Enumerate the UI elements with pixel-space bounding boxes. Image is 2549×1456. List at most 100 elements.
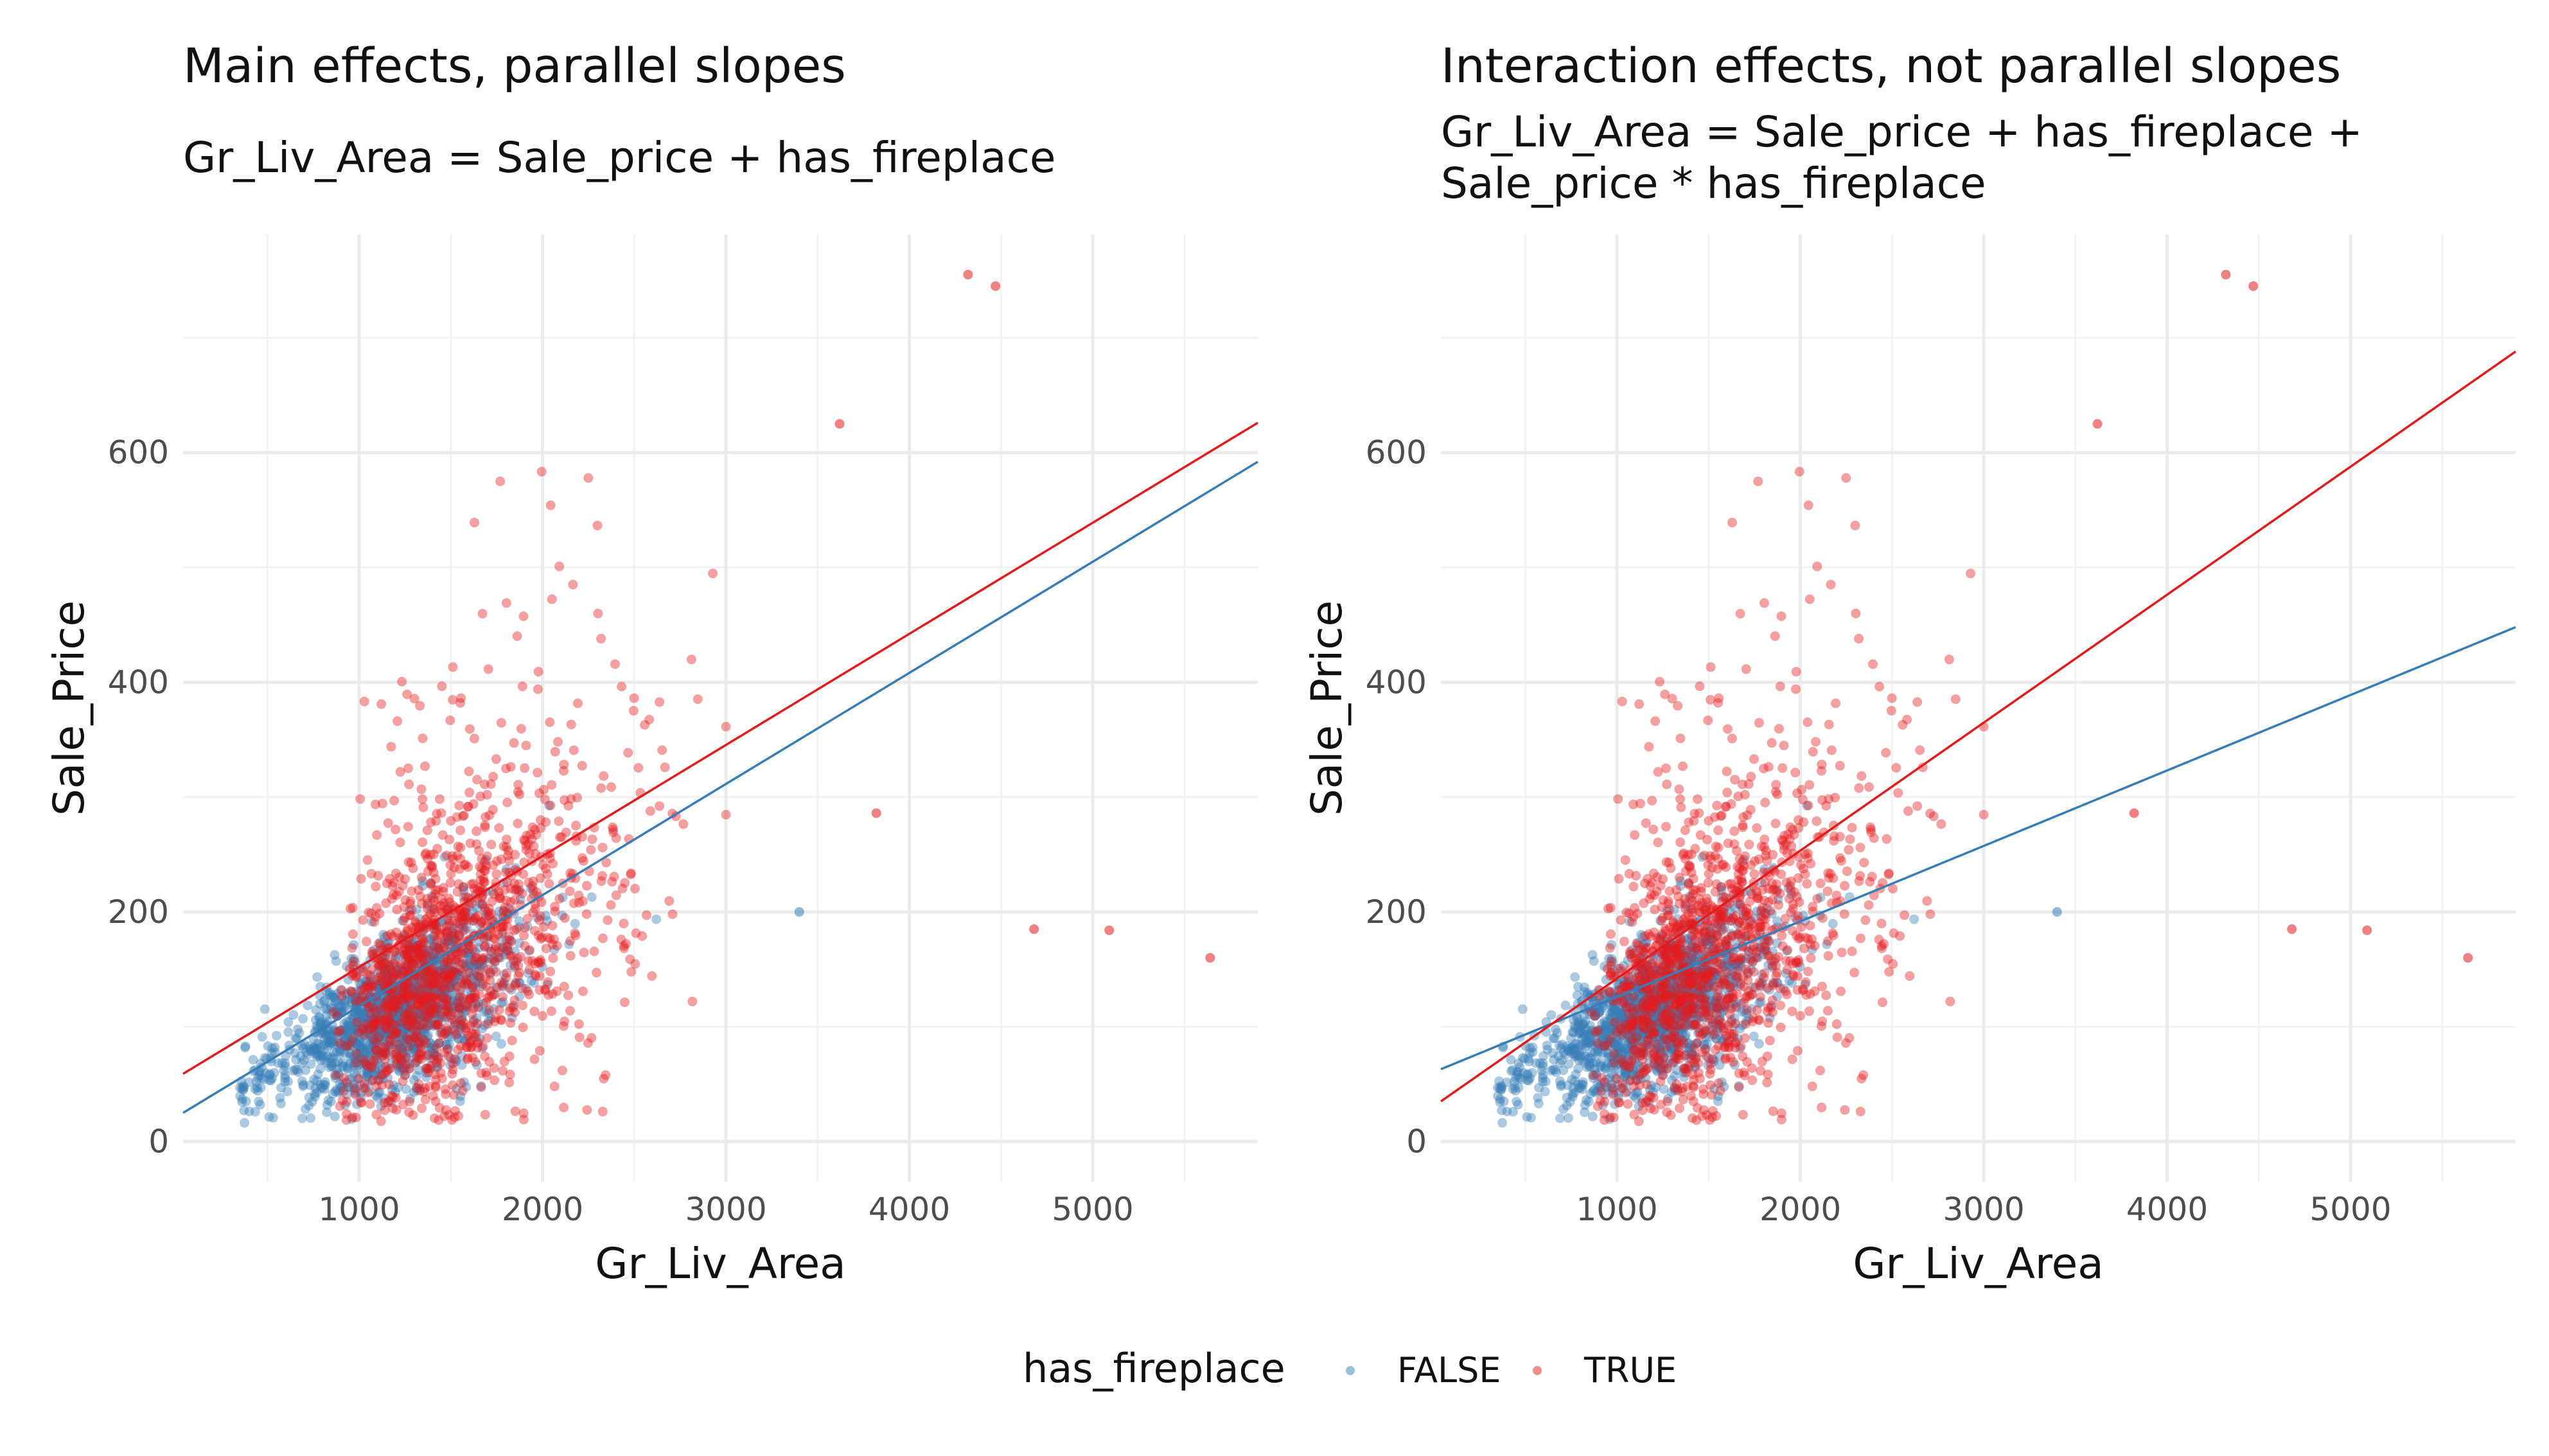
data-point-true <box>549 1082 560 1091</box>
data-point-true <box>1706 1064 1716 1074</box>
data-point-true <box>483 664 493 674</box>
data-point-true <box>366 908 376 918</box>
data-point-false <box>1497 1105 1507 1116</box>
data-point-false <box>493 952 503 962</box>
data-point-false <box>393 1003 403 1013</box>
data-point-true <box>1844 845 1854 855</box>
data-point-true <box>692 694 703 705</box>
data-point-false <box>408 942 418 952</box>
data-point-false <box>344 1021 354 1031</box>
data-point-true <box>423 1064 434 1074</box>
y-axis-title: Sale_Price <box>1302 601 1352 816</box>
data-point-true <box>1826 579 1836 590</box>
data-point-true <box>589 946 599 956</box>
data-point-false <box>1577 1046 1587 1056</box>
data-point-true <box>480 1051 490 1062</box>
data-point-false <box>354 1035 364 1046</box>
data-point-true <box>489 889 499 899</box>
data-point-true <box>384 1080 394 1090</box>
data-point-false <box>315 999 325 1009</box>
data-point-true <box>655 697 665 707</box>
data-point-false <box>298 1081 308 1091</box>
data-point-false <box>264 1112 274 1122</box>
data-point-true <box>391 927 401 938</box>
data-point-true <box>476 1068 486 1078</box>
data-point-true <box>1675 1103 1684 1114</box>
data-point-false <box>394 995 405 1005</box>
data-point-true <box>550 747 560 757</box>
data-point-true <box>371 881 381 891</box>
data-point-false <box>453 1033 463 1044</box>
x-axis-title: Gr_Liv_Area <box>595 1239 845 1288</box>
data-point-true <box>596 633 606 644</box>
data-point-false <box>283 1076 293 1087</box>
data-point-false <box>419 990 429 1001</box>
data-point-false <box>381 997 391 1008</box>
data-point-false <box>331 1006 340 1016</box>
data-point-false <box>357 1008 367 1019</box>
data-point-false <box>387 1012 396 1021</box>
data-point-false <box>403 1035 413 1045</box>
data-point-false <box>1828 918 1838 929</box>
data-point-true <box>443 936 454 947</box>
data-point-true <box>527 881 538 891</box>
data-point-false <box>529 978 539 988</box>
data-point-false <box>235 1091 245 1101</box>
data-point-true <box>386 742 396 752</box>
data-point-false <box>324 1054 335 1064</box>
data-point-false <box>367 1076 378 1086</box>
data-point-true <box>501 973 511 983</box>
data-point-false <box>389 1013 400 1023</box>
data-point-true <box>1835 760 1845 771</box>
data-point-false <box>306 1046 317 1057</box>
data-point-false <box>404 1045 414 1055</box>
data-point-false <box>393 1064 403 1074</box>
data-point-true <box>664 896 675 906</box>
data-point-false <box>250 1107 260 1117</box>
data-point-false <box>237 1094 247 1104</box>
y-tick-label: 0 <box>148 1123 169 1160</box>
data-point-true <box>625 954 635 965</box>
data-point-false <box>459 1077 469 1087</box>
data-point-true <box>686 654 696 665</box>
chart-subtitle-line: Sale_price * has_fireplace <box>1441 159 1986 208</box>
data-point-false <box>298 1080 308 1090</box>
data-point-false <box>345 1048 355 1058</box>
data-point-true <box>420 761 430 771</box>
data-point-false <box>414 1037 425 1048</box>
data-point-false <box>383 1039 393 1049</box>
data-point-false <box>458 1021 468 1031</box>
data-point-true <box>494 1005 504 1015</box>
data-point-false <box>380 990 391 1001</box>
data-point-false <box>429 1050 439 1060</box>
data-point-false <box>458 882 468 892</box>
data-point-true <box>1944 654 1954 665</box>
data-point-false <box>359 1009 369 1019</box>
data-point-true <box>1824 719 1834 730</box>
data-point-false <box>473 973 484 983</box>
data-point-false <box>293 1067 303 1077</box>
data-point-true <box>1722 724 1733 734</box>
data-point-false <box>310 1015 321 1025</box>
data-point-false <box>340 1035 350 1046</box>
data-point-false <box>423 981 433 991</box>
data-point-true <box>520 763 530 773</box>
data-point-true <box>464 766 474 776</box>
data-point-false <box>363 1015 373 1024</box>
data-point-false <box>303 1000 313 1010</box>
data-point-true <box>425 878 436 888</box>
data-point-false <box>421 1013 431 1023</box>
data-point-false <box>372 1055 382 1066</box>
data-point-true <box>359 696 369 706</box>
data-point-true <box>403 857 414 867</box>
data-point-true <box>471 1029 481 1039</box>
data-point-true <box>1805 920 1815 931</box>
data-point-false <box>448 965 458 976</box>
data-point-false <box>367 1033 378 1043</box>
x-tick-label: 2000 <box>1760 1191 1841 1228</box>
data-point-false <box>443 1000 453 1010</box>
data-point-true <box>342 1109 352 1119</box>
data-point-true <box>446 927 457 937</box>
data-point-false <box>366 1016 376 1026</box>
data-point-false <box>510 978 520 988</box>
